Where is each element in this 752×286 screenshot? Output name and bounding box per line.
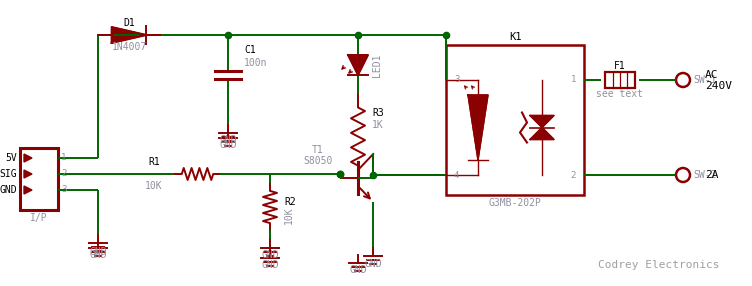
- Bar: [605, 72, 635, 88]
- Text: 1N4007: 1N4007: [111, 42, 147, 52]
- Text: 5V: 5V: [5, 153, 17, 163]
- Polygon shape: [24, 170, 32, 178]
- Polygon shape: [530, 116, 554, 128]
- Text: 2: 2: [571, 170, 576, 180]
- Text: R2: R2: [284, 197, 296, 207]
- Text: GND: GND: [349, 265, 367, 275]
- Text: G3MB-202P: G3MB-202P: [489, 198, 541, 208]
- Polygon shape: [24, 186, 32, 194]
- Text: GND: GND: [89, 250, 107, 260]
- Text: see text: see text: [596, 89, 644, 99]
- Text: T1: T1: [312, 145, 324, 155]
- Text: GND: GND: [365, 259, 382, 269]
- Text: R1: R1: [148, 157, 160, 167]
- Text: R3: R3: [372, 108, 384, 118]
- Text: GND: GND: [261, 250, 279, 260]
- Text: D1: D1: [123, 18, 135, 28]
- Text: SW-1: SW-1: [693, 75, 717, 85]
- Text: K1: K1: [509, 32, 521, 42]
- Text: 10K: 10K: [284, 206, 294, 224]
- Text: 3: 3: [454, 76, 459, 84]
- Text: 240V: 240V: [705, 81, 732, 91]
- Text: 4: 4: [454, 170, 459, 180]
- Text: GND: GND: [0, 185, 17, 195]
- Text: LED1: LED1: [372, 53, 382, 77]
- Text: GND: GND: [219, 140, 237, 150]
- Text: I/P: I/P: [30, 213, 48, 223]
- Text: 100n: 100n: [244, 58, 268, 68]
- Text: Codrey Electronics: Codrey Electronics: [599, 260, 720, 270]
- Polygon shape: [348, 55, 368, 75]
- Text: SW-2: SW-2: [693, 170, 717, 180]
- Polygon shape: [111, 27, 147, 43]
- Text: 3: 3: [61, 186, 66, 194]
- Text: S8050: S8050: [303, 156, 332, 166]
- Polygon shape: [468, 95, 488, 160]
- Text: GND: GND: [89, 247, 107, 257]
- Text: 10K: 10K: [145, 181, 163, 191]
- Text: 2: 2: [61, 170, 66, 178]
- Text: F1: F1: [614, 61, 626, 71]
- Text: 1: 1: [61, 154, 66, 162]
- Text: 1: 1: [571, 76, 576, 84]
- Bar: [20, 148, 58, 210]
- Text: SIG: SIG: [0, 169, 17, 179]
- Text: GND: GND: [261, 260, 279, 270]
- Text: C1: C1: [244, 45, 256, 55]
- Text: 2A: 2A: [705, 170, 718, 180]
- Polygon shape: [24, 154, 32, 162]
- Text: GND: GND: [219, 135, 237, 145]
- Polygon shape: [530, 128, 554, 140]
- Text: 1K: 1K: [372, 120, 384, 130]
- Text: AC: AC: [705, 70, 718, 80]
- Bar: [446, 45, 584, 195]
